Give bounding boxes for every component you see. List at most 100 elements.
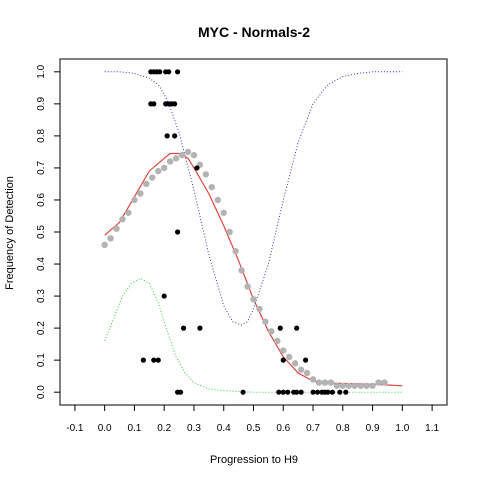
y-tick-label: 0.5 [36,225,47,239]
observation-point [281,390,286,395]
smoothed-point [101,242,107,248]
observation-point [151,358,156,363]
observation-point [175,69,180,74]
observation-point [240,390,245,395]
smoothed-point [256,306,262,312]
observation-point [178,390,183,395]
x-tick-label: -0.1 [66,423,84,434]
observation-point [156,358,161,363]
y-tick-label: 0.8 [36,129,47,143]
plot-area [101,69,402,395]
x-tick-label: 1.1 [425,423,439,434]
smoothed-point [125,210,131,216]
smoothed-point [244,283,250,289]
smoothed-point [232,248,238,254]
observation-point [172,133,177,138]
x-tick-label: 0.9 [366,423,380,434]
smoothed-point [203,171,209,177]
smoothed-point [334,383,340,389]
observation-point [310,390,315,395]
y-tick-label: 0.1 [36,353,47,367]
y-tick-label: 0.0 [36,385,47,399]
smoothed-point [286,354,292,360]
smoothed-point [369,383,375,389]
smoothed-point [274,338,280,344]
observation-point [294,326,299,331]
smoothed-point [346,383,352,389]
observation-point [343,390,348,395]
series-line-3 [105,279,403,393]
smoothed-point [322,379,328,385]
smoothed-point [280,347,286,353]
plot-frame [60,59,447,405]
x-tick-label: 0.8 [336,423,350,434]
observation-point [165,133,170,138]
smoothed-point [209,184,215,190]
x-tick-label: 0.4 [217,423,231,434]
y-tick-label: 0.7 [36,161,47,175]
observation-point [299,390,304,395]
x-tick-label: 0.5 [247,423,261,434]
y-tick-label: 0.4 [36,257,47,271]
smoothed-point [161,165,167,171]
observation-point [294,390,299,395]
smoothed-point [268,328,274,334]
observation-point [175,229,180,234]
y-axis-label: Frequency of Detection [4,176,16,290]
smoothed-point [221,210,227,216]
smoothed-point [262,319,268,325]
observation-point [303,358,308,363]
x-axis-label: Progression to H9 [210,454,298,466]
smoothed-point [328,379,334,385]
y-tick-label: 0.2 [36,321,47,335]
smoothed-point [185,149,191,155]
smoothed-points-layer [101,149,387,389]
x-axis: -0.1 0.0 0.1 0.2 0.3 0.4 0.5 0.6 0.7 0.8 0.9 1.0 1.1 [66,405,439,434]
smoothed-point [357,383,363,389]
smoothed-point [113,226,119,232]
smoothed-point [179,152,185,158]
x-tick-label: 0.6 [276,423,290,434]
smoothed-point [352,383,358,389]
smoothed-point [155,168,161,174]
y-tick-label: 0.6 [36,193,47,207]
observation-point [330,390,335,395]
observation-point [151,101,156,106]
smoothed-point [250,296,256,302]
observation-point [162,293,167,298]
observation-point [315,390,320,395]
x-tick-label: 0.3 [187,423,201,434]
smoothed-point [292,360,298,366]
series-layer [105,72,403,392]
smoothed-point [119,216,125,222]
y-tick-label: 0.9 [36,96,47,110]
observation-point [276,390,281,395]
observation-point [141,358,146,363]
x-tick-label: 0.1 [127,423,141,434]
smoothed-point [226,229,232,235]
observation-point [281,358,286,363]
x-tick-label: 0.0 [98,423,112,434]
smoothed-point [215,197,221,203]
observation-point [172,101,177,106]
series-line-1 [105,154,403,386]
smoothed-point [340,383,346,389]
smoothed-point [131,197,137,203]
smoothed-point [238,267,244,273]
smoothed-point [173,155,179,161]
observation-point [197,326,202,331]
observation-point [285,390,290,395]
x-tick-label: 0.7 [306,423,320,434]
smoothed-point [316,379,322,385]
smoothed-point [363,383,369,389]
observation-point [157,69,162,74]
observation-point [325,390,330,395]
x-tick-label: 1.0 [395,423,409,434]
smoothed-point [298,367,304,373]
y-tick-label: 0.3 [36,289,47,303]
smoothed-point [107,235,113,241]
series-line-2 [105,72,403,325]
smoothed-point [381,379,387,385]
smoothed-point [143,181,149,187]
